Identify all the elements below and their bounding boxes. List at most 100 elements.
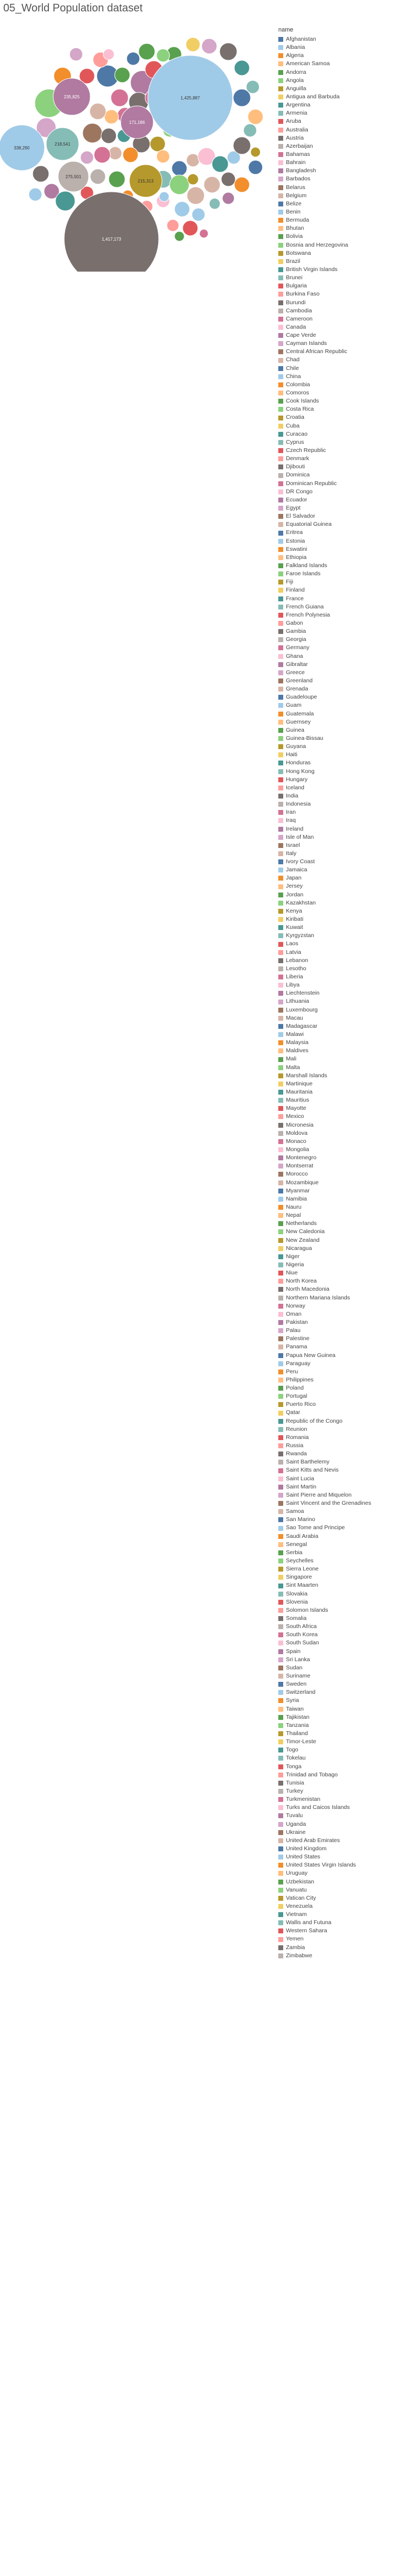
bubble-china[interactable] bbox=[147, 55, 233, 141]
legend-item[interactable]: Marshall Islands bbox=[278, 1072, 390, 1080]
bubble[interactable] bbox=[221, 172, 236, 187]
legend-item[interactable]: Ireland bbox=[278, 825, 390, 833]
legend-item[interactable]: Sierra Leone bbox=[278, 1565, 390, 1573]
legend-item[interactable]: Cameroon bbox=[278, 315, 390, 323]
legend-item[interactable]: Barbados bbox=[278, 175, 390, 183]
legend-item[interactable]: Ethiopia bbox=[278, 554, 390, 562]
bubble[interactable] bbox=[28, 187, 42, 202]
legend-item[interactable]: Kuwait bbox=[278, 923, 390, 932]
legend-item[interactable]: Germany bbox=[278, 644, 390, 652]
legend-item[interactable]: Paraguay bbox=[278, 1360, 390, 1368]
bubble[interactable] bbox=[234, 177, 250, 193]
legend-item[interactable]: Turkmenistan bbox=[278, 1795, 390, 1804]
legend-item[interactable]: Kiribati bbox=[278, 915, 390, 923]
bubble[interactable] bbox=[199, 229, 209, 238]
legend-item[interactable]: Vanuatu bbox=[278, 1886, 390, 1894]
legend-item[interactable]: New Zealand bbox=[278, 1236, 390, 1245]
legend-item[interactable]: Equatorial Guinea bbox=[278, 520, 390, 529]
legend-item[interactable]: Guyana bbox=[278, 743, 390, 751]
legend-item[interactable]: Vatican City bbox=[278, 1894, 390, 1902]
legend-item[interactable]: DR Congo bbox=[278, 488, 390, 496]
legend-item[interactable]: Comoros bbox=[278, 389, 390, 397]
legend-item[interactable]: Burundi bbox=[278, 299, 390, 307]
bubble[interactable] bbox=[185, 37, 201, 52]
legend-item[interactable]: Bahrain bbox=[278, 159, 390, 167]
bubble[interactable] bbox=[156, 149, 170, 164]
legend-item[interactable]: Saint Kitts and Nevis bbox=[278, 1466, 390, 1474]
bubble[interactable] bbox=[222, 192, 235, 205]
legend-item[interactable]: Aruba bbox=[278, 117, 390, 125]
legend-item[interactable]: Zimbabwe bbox=[278, 1952, 390, 1960]
legend-item[interactable]: Croatia bbox=[278, 413, 390, 422]
legend-item[interactable]: Indonesia bbox=[278, 800, 390, 808]
legend-item[interactable]: Djibouti bbox=[278, 463, 390, 471]
legend-item[interactable]: Hong Kong bbox=[278, 768, 390, 776]
legend-item[interactable]: South Sudan bbox=[278, 1639, 390, 1647]
legend-item[interactable]: Sao Tome and Principe bbox=[278, 1524, 390, 1532]
bubble[interactable] bbox=[250, 147, 261, 158]
legend-item[interactable]: Maldives bbox=[278, 1047, 390, 1055]
legend-item[interactable]: Brazil bbox=[278, 257, 390, 266]
legend-item[interactable]: Czech Republic bbox=[278, 447, 390, 455]
bubble-nigeria[interactable] bbox=[46, 127, 79, 161]
bubble[interactable] bbox=[43, 183, 60, 199]
legend-item[interactable]: Pakistan bbox=[278, 1318, 390, 1327]
bubble[interactable] bbox=[233, 136, 251, 155]
legend-item[interactable]: Andorra bbox=[278, 68, 390, 77]
legend-item[interactable]: Bermuda bbox=[278, 216, 390, 224]
legend-item[interactable]: Azerbaijan bbox=[278, 142, 390, 150]
legend-item[interactable]: Slovenia bbox=[278, 1598, 390, 1606]
legend-item[interactable]: Norway bbox=[278, 1302, 390, 1310]
legend-item[interactable]: Zambia bbox=[278, 1944, 390, 1952]
bubble[interactable] bbox=[79, 68, 95, 84]
legend-item[interactable]: Algeria bbox=[278, 52, 390, 60]
legend-item[interactable]: Nauru bbox=[278, 1203, 390, 1211]
legend-item[interactable]: Portugal bbox=[278, 1392, 390, 1400]
legend-item[interactable]: Iceland bbox=[278, 784, 390, 792]
bubble[interactable] bbox=[138, 43, 155, 60]
legend-item[interactable]: North Korea bbox=[278, 1277, 390, 1285]
legend-item[interactable]: Tajikistan bbox=[278, 1713, 390, 1721]
legend-item[interactable]: Trinidad and Tobago bbox=[278, 1771, 390, 1779]
legend-item[interactable]: Moldova bbox=[278, 1129, 390, 1138]
bubble[interactable] bbox=[186, 153, 200, 167]
bubble[interactable] bbox=[89, 103, 107, 120]
legend-item[interactable]: Armenia bbox=[278, 109, 390, 117]
legend-item[interactable]: Lebanon bbox=[278, 957, 390, 965]
legend-item[interactable]: Eritrea bbox=[278, 529, 390, 537]
legend-item[interactable]: Papua New Guinea bbox=[278, 1352, 390, 1360]
legend-item[interactable]: Ecuador bbox=[278, 496, 390, 504]
legend-item[interactable]: India bbox=[278, 792, 390, 800]
legend-item[interactable]: Peru bbox=[278, 1368, 390, 1376]
legend-item[interactable]: Wallis and Futuna bbox=[278, 1919, 390, 1927]
legend-item[interactable]: Republic of the Congo bbox=[278, 1417, 390, 1425]
legend-item[interactable]: Tonga bbox=[278, 1763, 390, 1771]
legend-item[interactable]: Togo bbox=[278, 1746, 390, 1754]
legend-item[interactable]: Singapore bbox=[278, 1573, 390, 1581]
legend-item[interactable]: San Marino bbox=[278, 1516, 390, 1524]
legend-item[interactable]: Gibraltar bbox=[278, 661, 390, 669]
legend-item[interactable]: Bhutan bbox=[278, 224, 390, 233]
legend-item[interactable]: Anguilla bbox=[278, 85, 390, 93]
legend-item[interactable]: Liechtenstein bbox=[278, 989, 390, 997]
bubble[interactable] bbox=[156, 48, 170, 62]
bubble[interactable] bbox=[114, 67, 130, 83]
bubble[interactable] bbox=[108, 171, 126, 188]
legend-item[interactable]: Cambodia bbox=[278, 307, 390, 315]
legend-item[interactable]: Benin bbox=[278, 208, 390, 216]
legend-item[interactable]: Gabon bbox=[278, 619, 390, 627]
legend-item[interactable]: Georgia bbox=[278, 636, 390, 644]
legend-item[interactable]: Switzerland bbox=[278, 1688, 390, 1697]
legend-item[interactable]: Belarus bbox=[278, 184, 390, 192]
legend-item[interactable]: Taiwan bbox=[278, 1705, 390, 1713]
legend-item[interactable]: New Caledonia bbox=[278, 1228, 390, 1236]
legend-item[interactable]: Sudan bbox=[278, 1664, 390, 1672]
bubble[interactable] bbox=[80, 150, 94, 165]
legend-item[interactable]: Namibia bbox=[278, 1195, 390, 1203]
legend-item[interactable]: Angola bbox=[278, 77, 390, 85]
legend-item[interactable]: Fiji bbox=[278, 578, 390, 586]
legend-item[interactable]: Iraq bbox=[278, 816, 390, 825]
bubble[interactable] bbox=[182, 220, 198, 236]
bubble[interactable] bbox=[243, 123, 257, 137]
legend-item[interactable]: Mayotte bbox=[278, 1104, 390, 1113]
